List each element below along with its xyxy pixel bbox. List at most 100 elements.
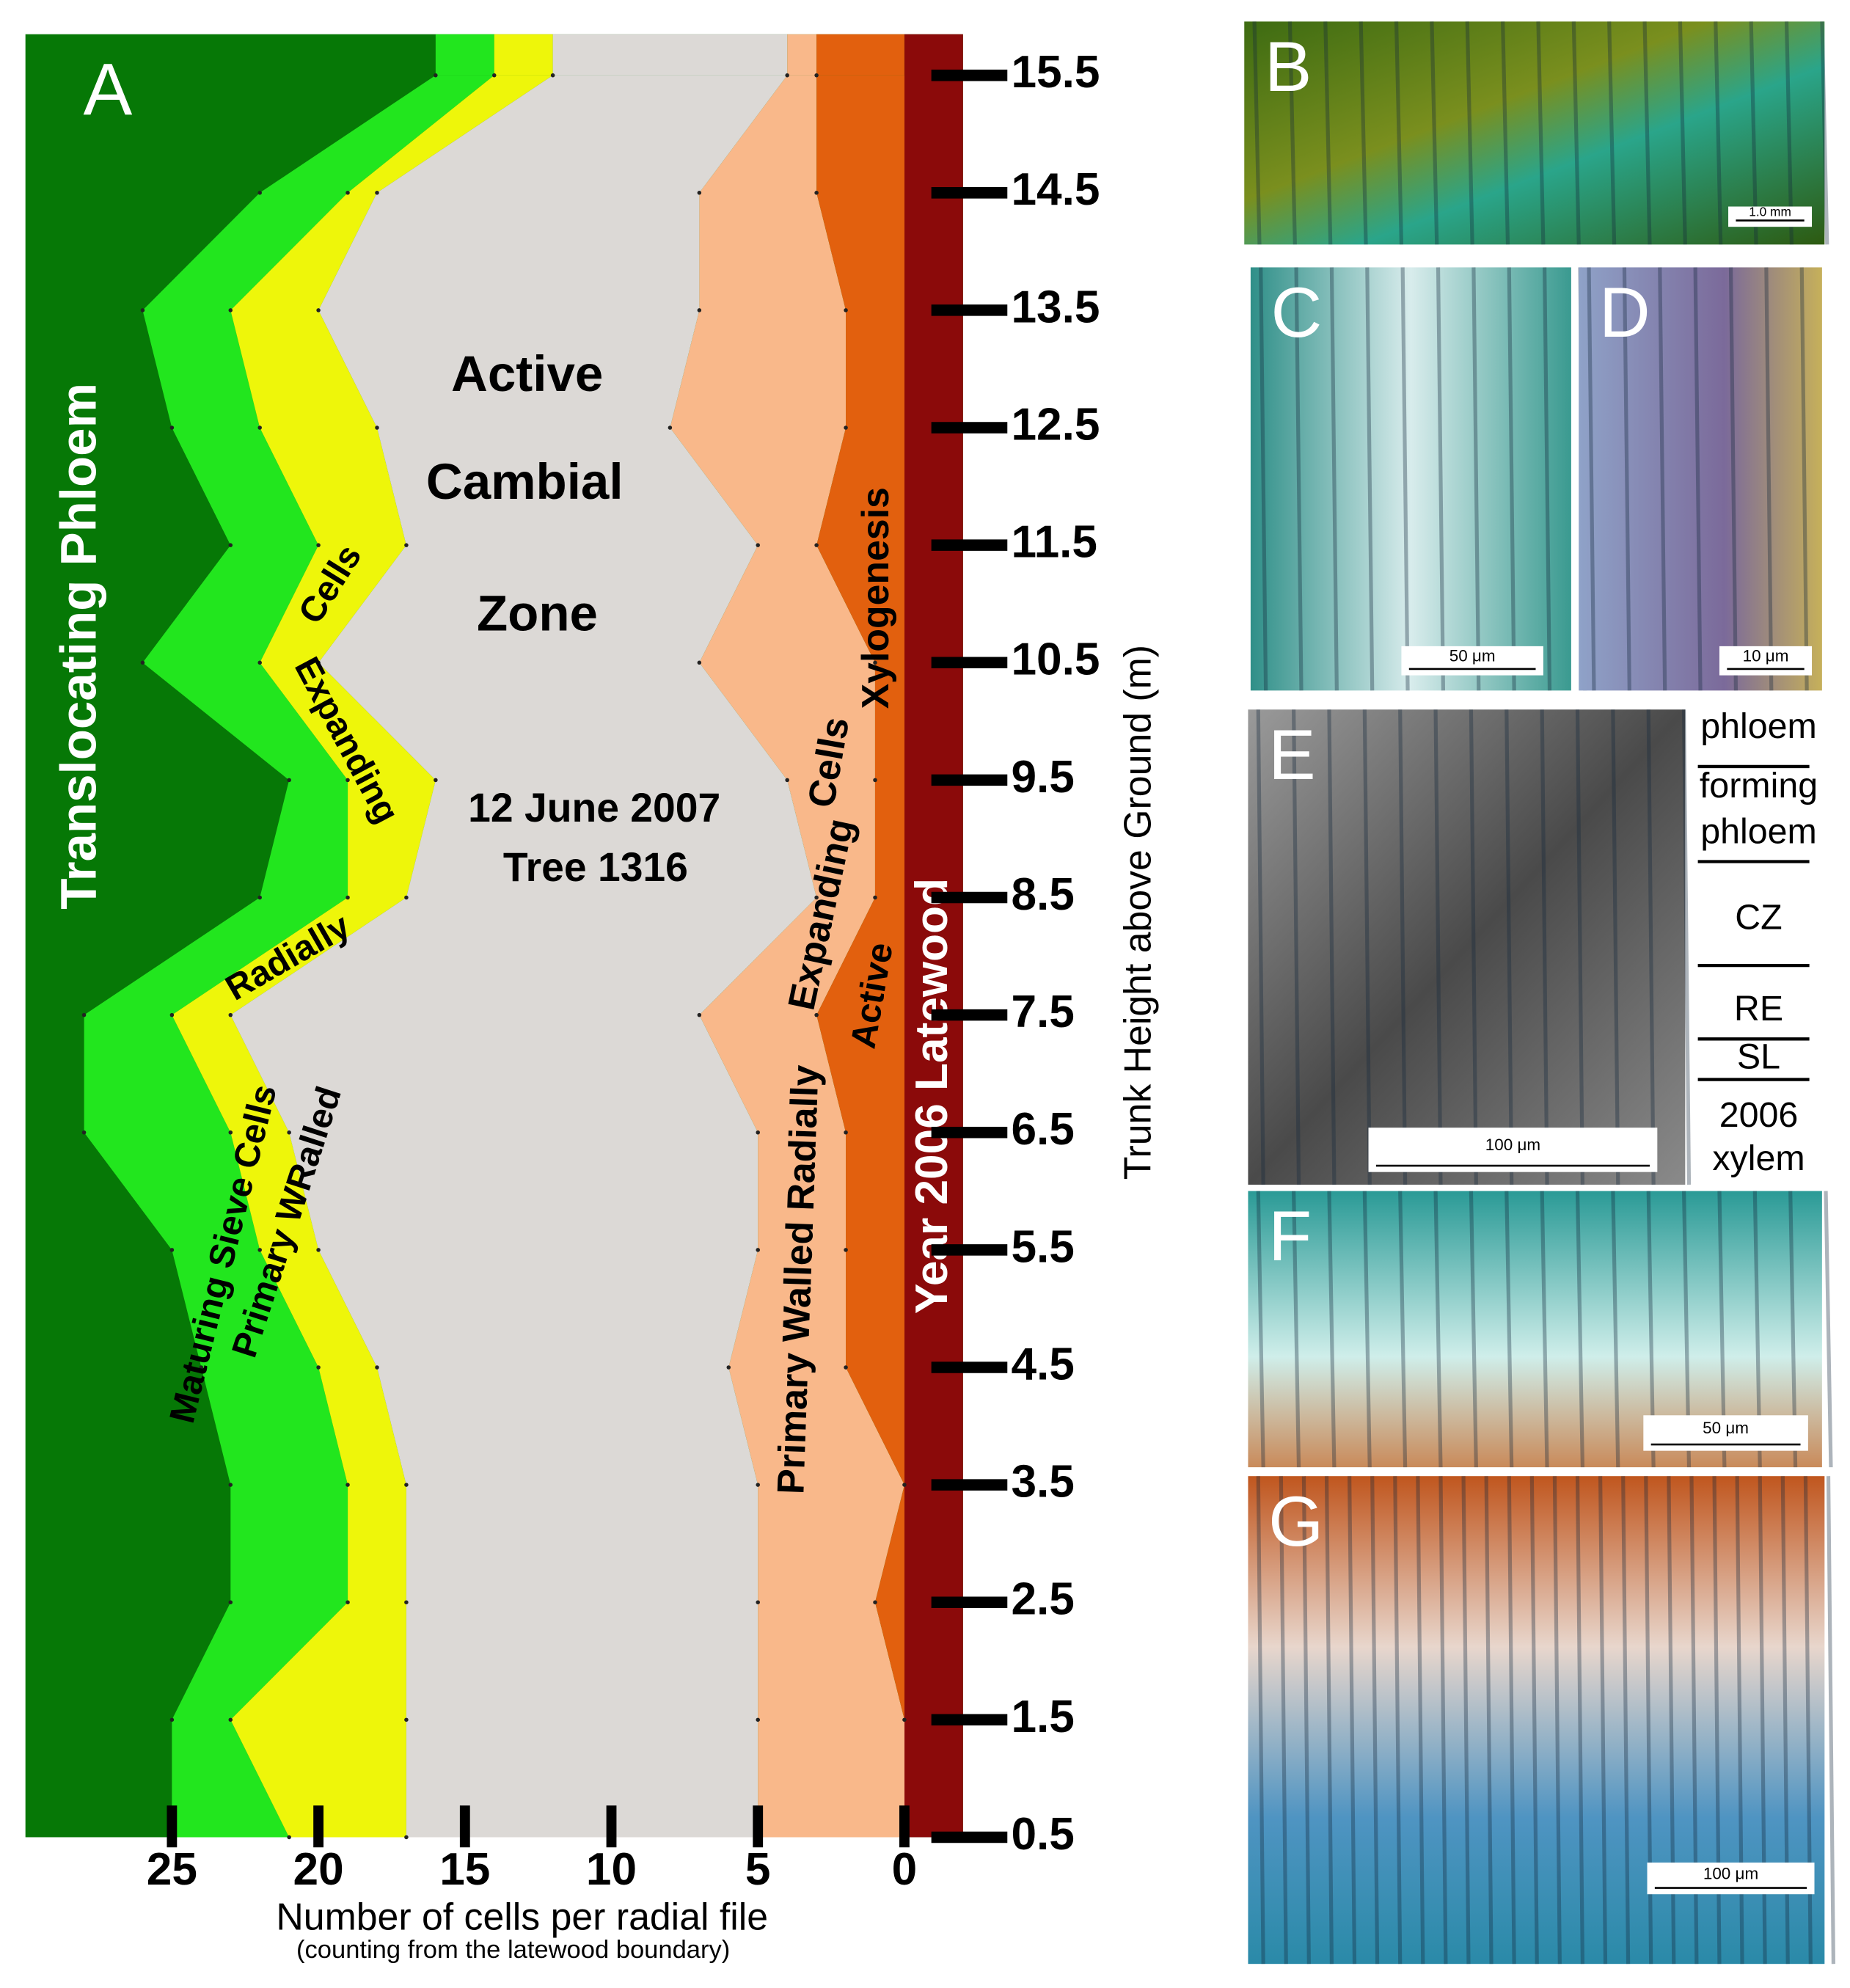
cell-wall	[1505, 709, 1514, 1185]
vertex-dot	[434, 73, 438, 78]
vertex-dot	[404, 543, 409, 547]
vertex-dot	[140, 660, 145, 665]
cell-wall	[1611, 709, 1620, 1185]
scale-bar-box	[1719, 646, 1813, 676]
vertex-dot	[257, 660, 262, 665]
y-tick-label: 3.5	[1011, 1457, 1074, 1508]
cell-wall	[1365, 267, 1375, 691]
vertex-dot	[228, 1717, 233, 1722]
cell-wall	[1540, 709, 1549, 1185]
annotation: Translocating Phloem	[50, 383, 107, 910]
x-tick-label: 15	[439, 1844, 490, 1895]
micrographs: B 1.0 mm C 50 μm D 10 μm E 100 μm F 50 μm G 100 μm p…	[1244, 21, 1836, 1965]
cell-wall	[1714, 21, 1723, 245]
vertex-dot	[345, 895, 350, 900]
y-tick-label: 12.5	[1011, 399, 1100, 450]
y-tick-label: 7.5	[1011, 987, 1074, 1037]
cell-wall	[1536, 21, 1546, 245]
vertex-dot	[756, 1483, 760, 1487]
cell-wall	[1394, 21, 1404, 245]
y-tick-label: 1.5	[1011, 1692, 1074, 1742]
y-tick-label: 4.5	[1011, 1339, 1074, 1389]
cell-wall	[1575, 1191, 1585, 1468]
vertex-dot	[550, 73, 555, 78]
cell-wall	[1256, 709, 1265, 1185]
vertex-dot	[375, 425, 379, 430]
cell-wall	[1287, 21, 1297, 245]
legend-label: 2006	[1719, 1095, 1799, 1135]
vertex-dot	[169, 1717, 175, 1722]
vertex-dot	[844, 1365, 848, 1370]
vertex-dot	[756, 1717, 760, 1722]
micrograph	[1579, 267, 1822, 691]
vertex-dot	[228, 1483, 233, 1487]
cell-wall	[1292, 709, 1301, 1185]
cell-wall	[1259, 267, 1268, 691]
vertex-dot	[257, 1248, 262, 1252]
y-tick-label: 5.5	[1011, 1221, 1074, 1272]
vertex-dot	[844, 425, 848, 430]
panel-label: F	[1268, 1196, 1312, 1276]
cell-wall	[1501, 21, 1510, 245]
cell-wall	[1393, 1476, 1403, 1965]
cell-wall	[1505, 1191, 1514, 1468]
cell-wall	[1598, 1476, 1608, 1965]
cell-wall	[1370, 1476, 1380, 1965]
y-tick-label: 10.5	[1011, 635, 1100, 685]
legend-label: SL	[1737, 1037, 1780, 1077]
vertex-dot	[316, 1248, 321, 1252]
y-tick-label: 8.5	[1011, 869, 1074, 920]
cell-wall	[1575, 709, 1585, 1185]
vertex-dot	[81, 1012, 87, 1017]
cell-wall	[1611, 1191, 1620, 1468]
vertex-dot	[844, 1130, 848, 1135]
cell-wall	[1430, 21, 1439, 245]
vertex-dot	[756, 1600, 760, 1604]
scale-bar-label: 50 μm	[1703, 1419, 1749, 1437]
cell-wall	[1621, 1476, 1631, 1965]
cell-wall	[1279, 1476, 1288, 1965]
x-tick-label: 25	[147, 1844, 197, 1895]
vertex-dot	[873, 778, 877, 783]
cell-wall	[1465, 21, 1474, 245]
annotation: Xylogenesis	[854, 487, 896, 709]
vertex-dot	[873, 895, 877, 900]
vertex-dot	[169, 1248, 175, 1252]
area-cap	[787, 34, 817, 76]
vertex-dot	[375, 191, 379, 195]
cell-wall	[1294, 267, 1304, 691]
vertex-dot	[873, 1600, 877, 1604]
annotation: 12 June 2007	[468, 785, 720, 830]
vertex-dot	[228, 543, 233, 547]
cell-wall	[1607, 21, 1617, 245]
vertex-dot	[345, 1483, 350, 1487]
cell-wall	[1252, 21, 1262, 245]
legend-label: xylem	[1712, 1139, 1805, 1178]
area-cap	[435, 34, 494, 76]
scale-bar-label: 100 μm	[1485, 1136, 1540, 1154]
cell-wall	[1728, 267, 1739, 691]
cell-wall	[1824, 1191, 1833, 1468]
cell-wall	[1348, 1476, 1357, 1965]
vertex-dot	[316, 543, 321, 547]
scale-bar-box	[1728, 206, 1813, 227]
scale-bar-label: 50 μm	[1449, 646, 1496, 665]
x-axis-title: Number of cells per radial file	[276, 1895, 768, 1937]
vertex-dot	[491, 73, 497, 78]
cell-wall	[1507, 267, 1516, 691]
cell-wall	[1552, 1476, 1562, 1965]
cell-wall	[1507, 1476, 1516, 1965]
y-tick-label: 6.5	[1011, 1104, 1074, 1155]
vertex-dot	[316, 308, 321, 313]
area-cap	[494, 34, 553, 76]
panel-label: C	[1271, 273, 1323, 352]
cell-wall	[1540, 1191, 1549, 1468]
cell-wall	[1622, 267, 1631, 691]
vertex-dot	[668, 425, 673, 430]
vertex-dot	[316, 1365, 321, 1370]
vertex-dot	[814, 895, 819, 900]
vertex-dot	[756, 1130, 760, 1135]
cell-wall	[1469, 709, 1478, 1185]
vertex-dot	[169, 1012, 175, 1017]
